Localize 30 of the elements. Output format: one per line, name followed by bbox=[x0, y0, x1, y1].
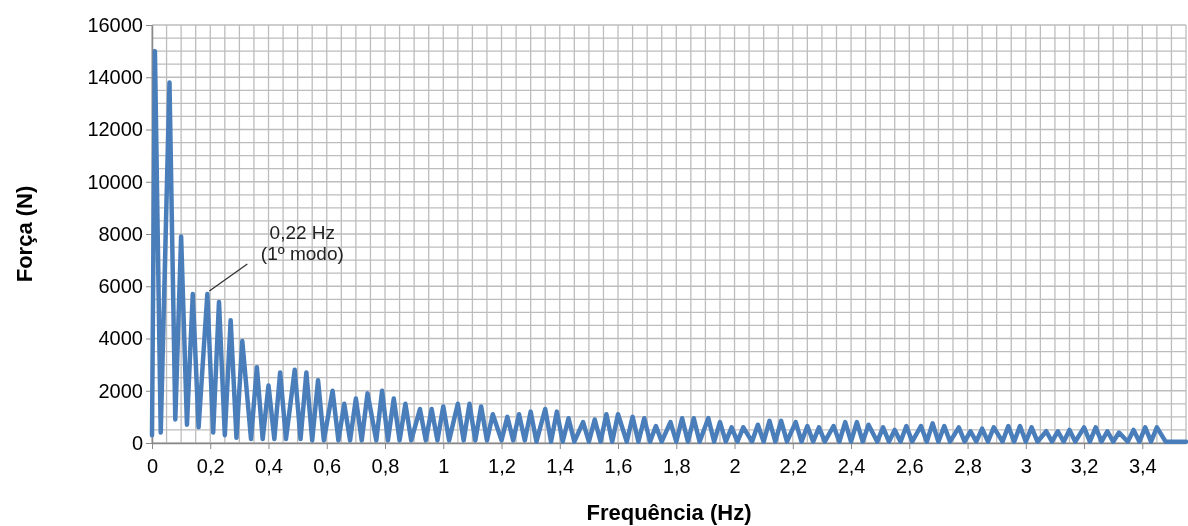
x-tick-label: 3,2 bbox=[1070, 455, 1099, 477]
y-tick-label: 0 bbox=[131, 431, 143, 454]
x-tick-label: 2,2 bbox=[779, 455, 808, 477]
y-tick-label: 2000 bbox=[98, 379, 143, 402]
y-tick-label: 8000 bbox=[98, 222, 143, 245]
x-tick-label: 2,8 bbox=[954, 455, 982, 477]
x-tick-label: 2,6 bbox=[895, 455, 924, 477]
x-tick-label: 1,8 bbox=[662, 455, 691, 477]
y-tick-label: 12000 bbox=[87, 118, 143, 141]
y-tick-label: 6000 bbox=[98, 275, 143, 298]
x-tick-label: 0,2 bbox=[196, 455, 225, 477]
x-tick-label: 1,6 bbox=[604, 455, 633, 477]
y-axis-title: Força (N) bbox=[12, 185, 37, 283]
x-tick-label: 2 bbox=[729, 455, 741, 477]
x-tick-label: 1,2 bbox=[488, 455, 516, 477]
x-axis-title: Frequência (Hz) bbox=[586, 500, 752, 525]
y-tick-label: 16000 bbox=[87, 13, 143, 36]
x-tick-label: 0,4 bbox=[255, 455, 283, 477]
y-tick-label: 4000 bbox=[98, 327, 143, 350]
x-tick-label: 1 bbox=[438, 455, 450, 477]
x-tick-label: 3,4 bbox=[1128, 455, 1157, 477]
x-tick-label: 0,6 bbox=[313, 455, 342, 477]
x-tick-label: 0 bbox=[146, 455, 159, 477]
x-tick-label: 1,4 bbox=[546, 455, 575, 477]
x-tick-label: 3 bbox=[1020, 455, 1032, 477]
y-tick-label: 14000 bbox=[87, 66, 143, 89]
annotation: 0,22 Hz (1º modo) bbox=[260, 222, 344, 264]
x-tick-label: 2,4 bbox=[837, 455, 866, 477]
y-tick-label: 10000 bbox=[87, 170, 143, 193]
x-tick-label: 0,8 bbox=[371, 455, 400, 477]
